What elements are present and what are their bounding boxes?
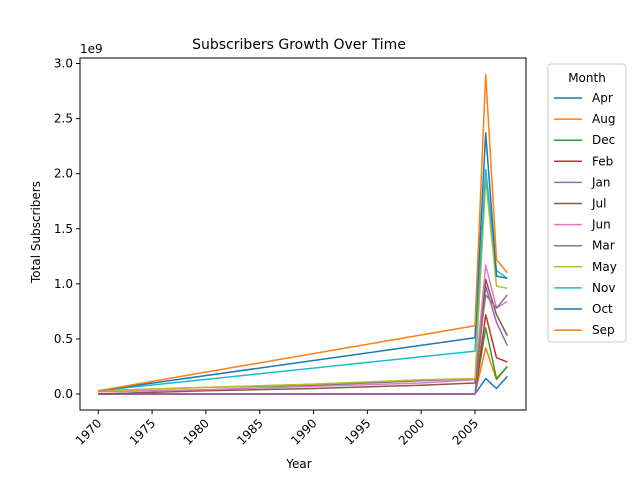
x-tick-label: 1980 <box>181 416 212 447</box>
x-axis-ticks: 1970 1975 1980 1985 1990 1995 2000 2005 <box>73 410 481 448</box>
legend-label-jun: Jun <box>591 218 611 232</box>
chart-title: Subscribers Growth Over Time <box>192 37 406 53</box>
y-tick-label: 3.0 <box>54 57 73 71</box>
y-axis-label: Total Subscribers <box>29 181 43 284</box>
legend-label-jan: Jan <box>591 175 611 189</box>
y-tick-label: 2.5 <box>54 112 73 126</box>
series-line-jul <box>98 278 508 395</box>
series-line-jan <box>98 285 508 395</box>
legend-label-apr: Apr <box>592 91 613 105</box>
legend-label-mar: Mar <box>592 239 615 253</box>
y-tick-label: 2.0 <box>54 167 73 181</box>
y-tick-label: 0.5 <box>54 332 73 346</box>
series-line-mar <box>98 294 508 392</box>
y-tick-label: 1.0 <box>54 277 73 291</box>
legend-label-jul: Jul <box>591 197 606 211</box>
x-tick-label: 2005 <box>450 416 481 447</box>
y-tick-label: 1.5 <box>54 222 73 236</box>
legend-label-oct: Oct <box>592 302 613 316</box>
x-tick-label: 1985 <box>234 416 265 447</box>
y-tick-label: 0.0 <box>54 387 73 401</box>
legend-label-sep: Sep <box>592 323 615 337</box>
series-line-sep <box>98 73 508 392</box>
legend-label-feb: Feb <box>592 154 613 168</box>
legend-label-aug: Aug <box>592 112 615 126</box>
x-axis-label: Year <box>285 457 311 471</box>
x-tick-label: 1970 <box>73 416 104 447</box>
series-line-jun <box>98 264 508 393</box>
legend-label-nov: Nov <box>592 281 615 295</box>
x-tick-label: 1995 <box>342 416 373 447</box>
plot-frame <box>79 57 527 411</box>
x-tick-label: 1990 <box>288 416 319 447</box>
legend-label-may: May <box>592 260 617 274</box>
x-tick-label: 1975 <box>127 416 158 447</box>
y-axis-ticks: 0.0 0.5 1.0 1.5 2.0 2.5 3.0 <box>54 57 80 401</box>
x-tick-label: 2000 <box>396 416 427 447</box>
legend-frame <box>547 63 627 343</box>
legend-label-dec: Dec <box>592 133 615 147</box>
legend-items: Apr Aug Dec Feb Jan Jul Jun Mar May Nov Oct Sep <box>554 91 617 337</box>
series-line-oct <box>98 132 508 392</box>
series-line-may <box>98 178 508 392</box>
legend-title: Month <box>568 71 606 85</box>
series-line-nov <box>98 168 508 392</box>
y-offset-label: 1e9 <box>80 42 103 56</box>
plot-lines <box>98 73 508 395</box>
legend: Month Apr Aug Dec Feb Jan Jul Jun Mar May Nov Oct S… <box>547 63 627 343</box>
